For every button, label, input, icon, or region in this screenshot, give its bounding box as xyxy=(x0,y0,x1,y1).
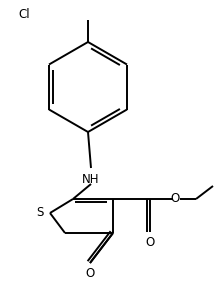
Text: O: O xyxy=(170,193,180,205)
Text: NH: NH xyxy=(82,173,100,186)
Text: S: S xyxy=(36,207,44,219)
Text: Cl: Cl xyxy=(18,8,30,21)
Text: O: O xyxy=(85,267,95,280)
Text: O: O xyxy=(145,236,155,249)
